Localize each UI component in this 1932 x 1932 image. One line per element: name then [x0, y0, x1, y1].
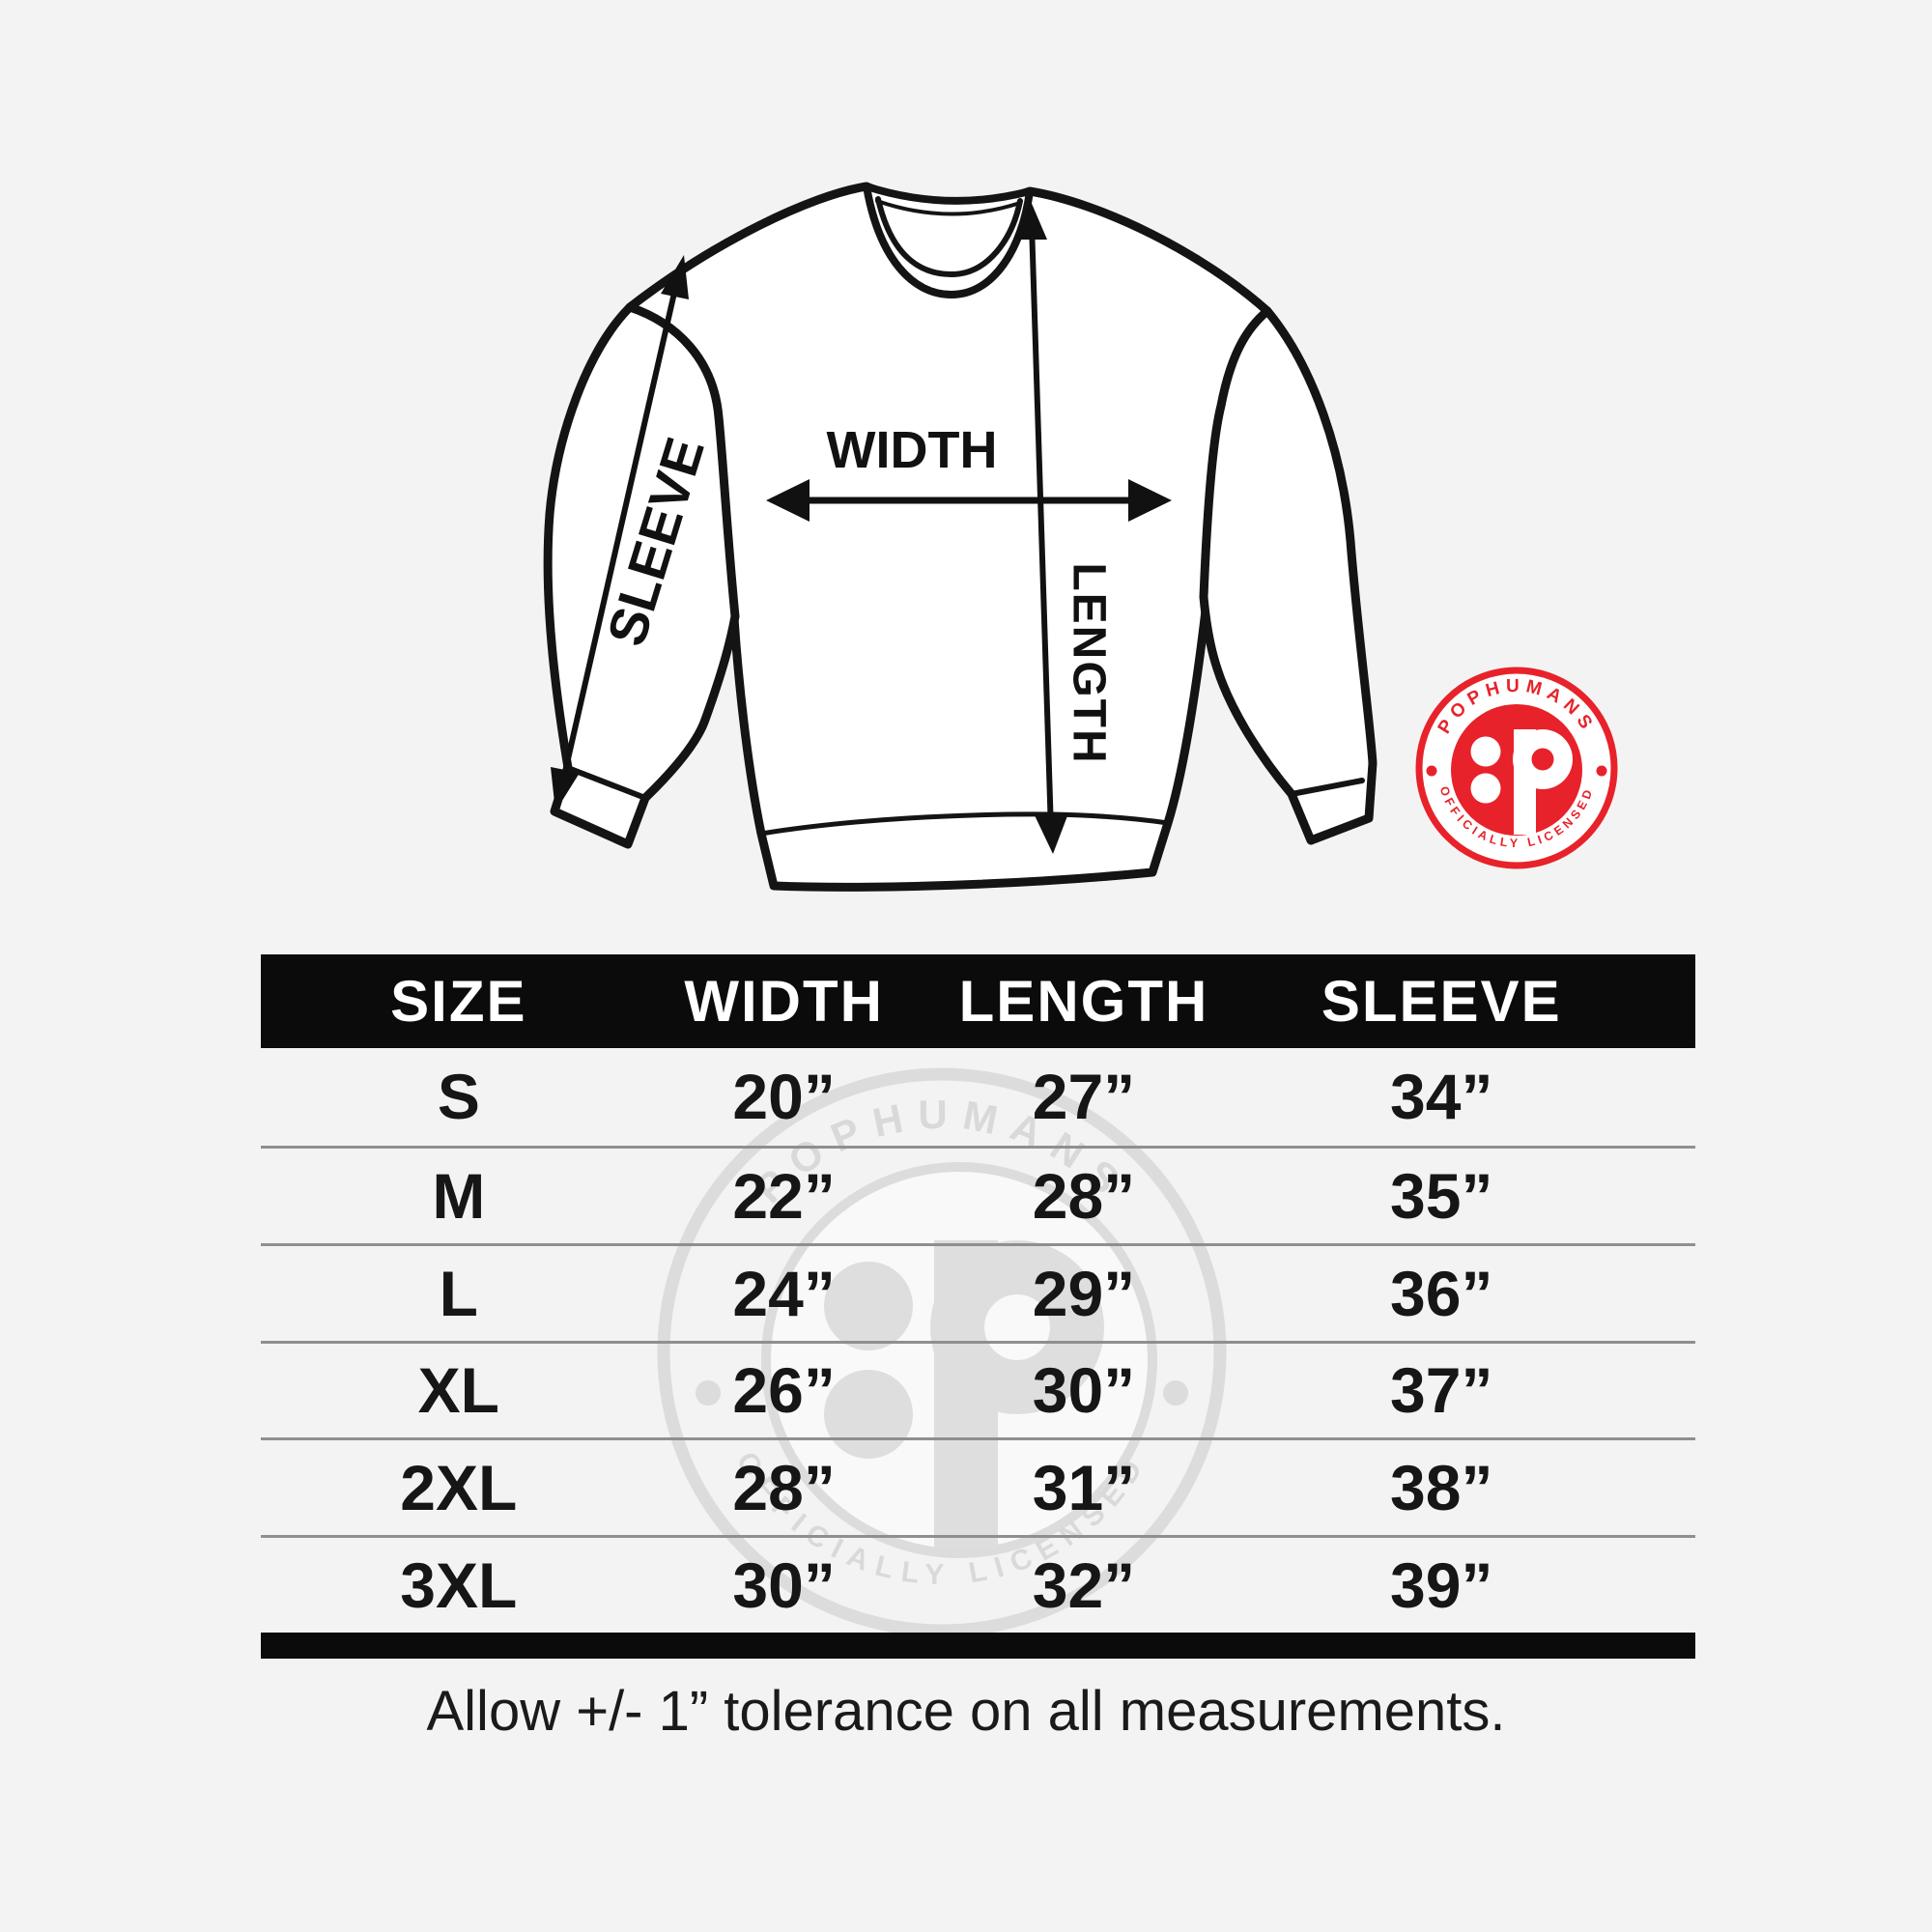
- cell-sleeve: 38”: [1390, 1452, 1493, 1524]
- cell-sleeve: 35”: [1390, 1159, 1493, 1232]
- length-label: LENGTH: [1063, 562, 1114, 764]
- table-row: S 20” 27” 34”: [261, 1048, 1695, 1146]
- cell-length: 29”: [1032, 1257, 1136, 1329]
- brand-watermark: POPHUMANS OFFICIALLY LICENSED: [657, 1067, 1227, 1637]
- cell-length: 30”: [1032, 1354, 1136, 1427]
- cell-width: 24”: [732, 1257, 836, 1329]
- cell-length: 27”: [1032, 1061, 1136, 1133]
- size-table-body: S 20” 27” 34” M 22” 28” 35” L 24” 29” 36…: [261, 1048, 1695, 1633]
- cell-size: L: [439, 1257, 478, 1329]
- cell-length: 32”: [1032, 1549, 1136, 1622]
- cell-sleeve: 34”: [1390, 1061, 1493, 1133]
- badge-monogram-icon: [1470, 729, 1573, 835]
- cell-width: 22”: [732, 1159, 836, 1232]
- column-header-length: LENGTH: [958, 969, 1209, 1034]
- width-label: WIDTH: [827, 421, 998, 479]
- column-header-sleeve: SLEEVE: [1321, 969, 1562, 1034]
- cell-size: 2XL: [400, 1452, 518, 1524]
- table-row: XL 26” 30” 37”: [261, 1340, 1695, 1438]
- sweatshirt-measurement-diagram: WIDTH LENGTH SLEEVE: [543, 182, 1378, 892]
- column-header-width: WIDTH: [684, 969, 884, 1034]
- table-bottom-rule: [261, 1633, 1695, 1659]
- watermark-seal-icon: POPHUMANS OFFICIALLY LICENSED: [657, 1067, 1227, 1637]
- cell-width: 26”: [732, 1354, 836, 1427]
- size-table-header: SIZE WIDTH LENGTH SLEEVE: [261, 954, 1695, 1048]
- cell-size: M: [432, 1159, 486, 1232]
- tolerance-note: Allow +/- 1” tolerance on all measuremen…: [426, 1680, 1506, 1743]
- column-header-size: SIZE: [390, 969, 527, 1034]
- right-sleeve-icon: [1199, 306, 1378, 845]
- table-row: 3XL 30” 32” 39”: [261, 1535, 1695, 1633]
- size-table: SIZE WIDTH LENGTH SLEEVE S 20” 27” 34” M…: [261, 954, 1695, 1659]
- length-arrow-icon: [1014, 199, 1068, 854]
- cell-sleeve: 37”: [1390, 1354, 1493, 1427]
- watermark-monogram-icon: [824, 1240, 1104, 1549]
- cell-sleeve: 36”: [1390, 1257, 1493, 1329]
- table-row: 2XL 28” 31” 38”: [261, 1437, 1695, 1535]
- sleeve-arrow-icon: [551, 255, 689, 811]
- cell-width: 30”: [732, 1549, 836, 1622]
- badge-seal-icon: POPHUMANS OFFICIALLY LICENSED: [1415, 667, 1618, 869]
- cell-length: 28”: [1032, 1159, 1136, 1232]
- officially-licensed-badge: POPHUMANS OFFICIALLY LICENSED: [1415, 667, 1618, 869]
- table-row: M 22” 28” 35”: [261, 1145, 1695, 1243]
- left-sleeve-icon: [543, 302, 740, 849]
- table-row: L 24” 29” 36”: [261, 1242, 1695, 1341]
- cell-width: 28”: [732, 1452, 836, 1524]
- cell-size: 3XL: [400, 1549, 518, 1622]
- cell-sleeve: 39”: [1390, 1549, 1493, 1622]
- cell-size: XL: [417, 1354, 499, 1427]
- collar-icon: [863, 183, 1034, 298]
- cell-width: 20”: [732, 1061, 836, 1133]
- width-arrow-icon: [766, 479, 1172, 522]
- cell-length: 31”: [1032, 1452, 1136, 1524]
- cell-size: S: [437, 1061, 480, 1133]
